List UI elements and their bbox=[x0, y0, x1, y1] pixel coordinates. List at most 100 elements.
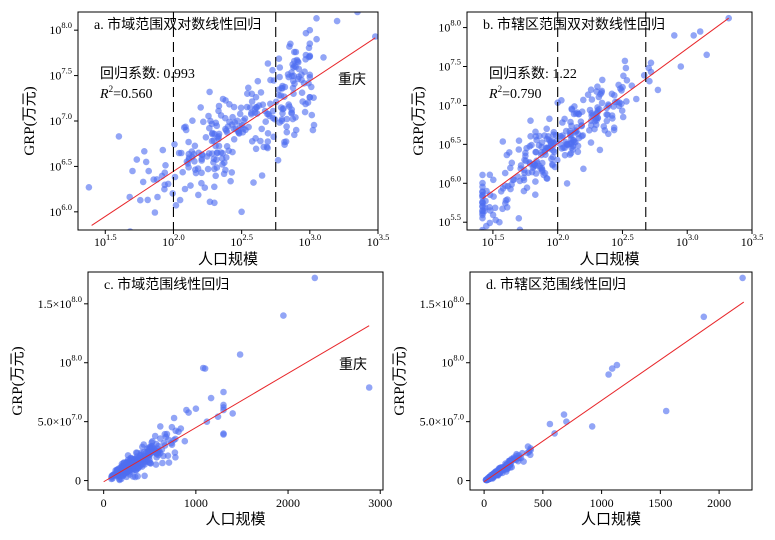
y-tick-label: 1.5×108.0 bbox=[420, 294, 464, 311]
data-point bbox=[622, 64, 630, 72]
data-point bbox=[532, 178, 539, 185]
data-point bbox=[282, 138, 290, 145]
x-tick-label: 103.0 bbox=[676, 232, 699, 249]
data-point bbox=[572, 128, 579, 136]
data-point bbox=[154, 193, 161, 201]
data-point bbox=[219, 95, 227, 103]
y-tick-label: 105.5 bbox=[438, 212, 461, 229]
data-point bbox=[532, 148, 539, 156]
data-point bbox=[264, 144, 271, 152]
data-point bbox=[229, 148, 236, 156]
data-point bbox=[191, 158, 198, 165]
data-point bbox=[141, 472, 148, 480]
x-tick-label: 1000 bbox=[590, 496, 614, 510]
data-point bbox=[696, 28, 704, 35]
data-point bbox=[646, 77, 653, 85]
data-point bbox=[236, 110, 244, 118]
data-point bbox=[208, 137, 216, 145]
data-point bbox=[272, 98, 280, 106]
data-point bbox=[605, 371, 612, 378]
data-point bbox=[561, 115, 568, 123]
data-point bbox=[700, 313, 708, 321]
data-point bbox=[286, 103, 293, 110]
data-point bbox=[610, 103, 617, 110]
data-point bbox=[185, 154, 193, 161]
data-point bbox=[647, 59, 655, 67]
y-tick-label: 108.0 bbox=[49, 20, 72, 37]
x-tick-label: 0 bbox=[101, 496, 107, 510]
data-point bbox=[549, 160, 556, 168]
data-point bbox=[199, 364, 207, 372]
data-point bbox=[288, 110, 295, 117]
y-tick-label: 1.5×108.0 bbox=[38, 294, 82, 311]
data-point bbox=[245, 84, 252, 92]
data-point bbox=[313, 14, 320, 22]
chart-panel-b: 101.5 102.0 102.5 103.0 103.5 105.5 106.0 106.5… bbox=[411, 11, 764, 268]
data-point bbox=[491, 204, 499, 212]
y-tick-label: 5.0×107.0 bbox=[420, 412, 464, 429]
data-point bbox=[587, 122, 595, 129]
data-point bbox=[507, 164, 514, 172]
x-tick-label: 3000 bbox=[368, 496, 392, 510]
data-point bbox=[248, 90, 256, 98]
coef-annotation: 回归系数: 1.22 bbox=[489, 65, 577, 82]
data-point bbox=[277, 92, 285, 99]
y-tick-label: 108.0 bbox=[59, 353, 82, 370]
data-point bbox=[276, 73, 283, 81]
data-point bbox=[151, 209, 159, 216]
data-point bbox=[562, 139, 570, 146]
data-point bbox=[594, 107, 601, 114]
data-point bbox=[157, 435, 164, 442]
data-point bbox=[292, 126, 300, 134]
data-point bbox=[493, 471, 501, 479]
data-point bbox=[229, 410, 236, 417]
data-point bbox=[621, 57, 629, 65]
data-point bbox=[229, 113, 236, 121]
x-tick-label: 103.5 bbox=[741, 232, 764, 249]
data-point bbox=[561, 144, 569, 152]
data-point bbox=[559, 132, 566, 139]
data-point bbox=[519, 449, 526, 457]
data-point bbox=[220, 406, 227, 414]
data-point bbox=[250, 179, 257, 186]
data-point bbox=[258, 125, 266, 133]
x-axis-label: 人口规模 bbox=[198, 251, 258, 268]
x-tick-label: 2000 bbox=[276, 496, 300, 510]
data-point bbox=[198, 179, 205, 187]
x-tick-label: 102.0 bbox=[546, 232, 569, 249]
data-point bbox=[527, 117, 534, 124]
data-point bbox=[198, 169, 205, 177]
data-point bbox=[611, 92, 618, 99]
data-point bbox=[269, 66, 276, 74]
data-point bbox=[490, 193, 497, 200]
y-axis-label: GRP(万元) bbox=[10, 346, 26, 415]
data-point bbox=[118, 475, 125, 483]
data-point bbox=[137, 196, 144, 204]
r2-annotation: R2=0.790 bbox=[488, 84, 541, 102]
data-point bbox=[654, 86, 662, 94]
chart-panel-d: 0 500 1000 1500 2000 0 5.0×107.0 108.0 1.5×108.0… bbox=[392, 271, 753, 528]
data-point bbox=[257, 137, 264, 145]
data-point bbox=[169, 190, 176, 197]
data-point bbox=[615, 81, 622, 89]
data-point bbox=[603, 117, 611, 125]
data-point bbox=[195, 191, 202, 199]
data-point bbox=[527, 133, 534, 140]
data-point bbox=[171, 173, 179, 181]
data-point bbox=[579, 132, 587, 139]
data-point bbox=[139, 178, 147, 186]
x-tick-label: 2000 bbox=[707, 496, 731, 510]
data-point bbox=[568, 105, 575, 112]
data-point bbox=[283, 128, 291, 136]
data-point bbox=[236, 351, 244, 358]
data-point bbox=[228, 169, 236, 176]
data-point bbox=[279, 105, 287, 113]
data-point bbox=[239, 129, 247, 136]
data-point bbox=[159, 459, 166, 467]
data-point bbox=[613, 361, 621, 369]
data-point bbox=[558, 97, 565, 104]
data-point bbox=[181, 437, 189, 445]
data-point bbox=[85, 184, 93, 191]
data-point bbox=[191, 142, 199, 150]
